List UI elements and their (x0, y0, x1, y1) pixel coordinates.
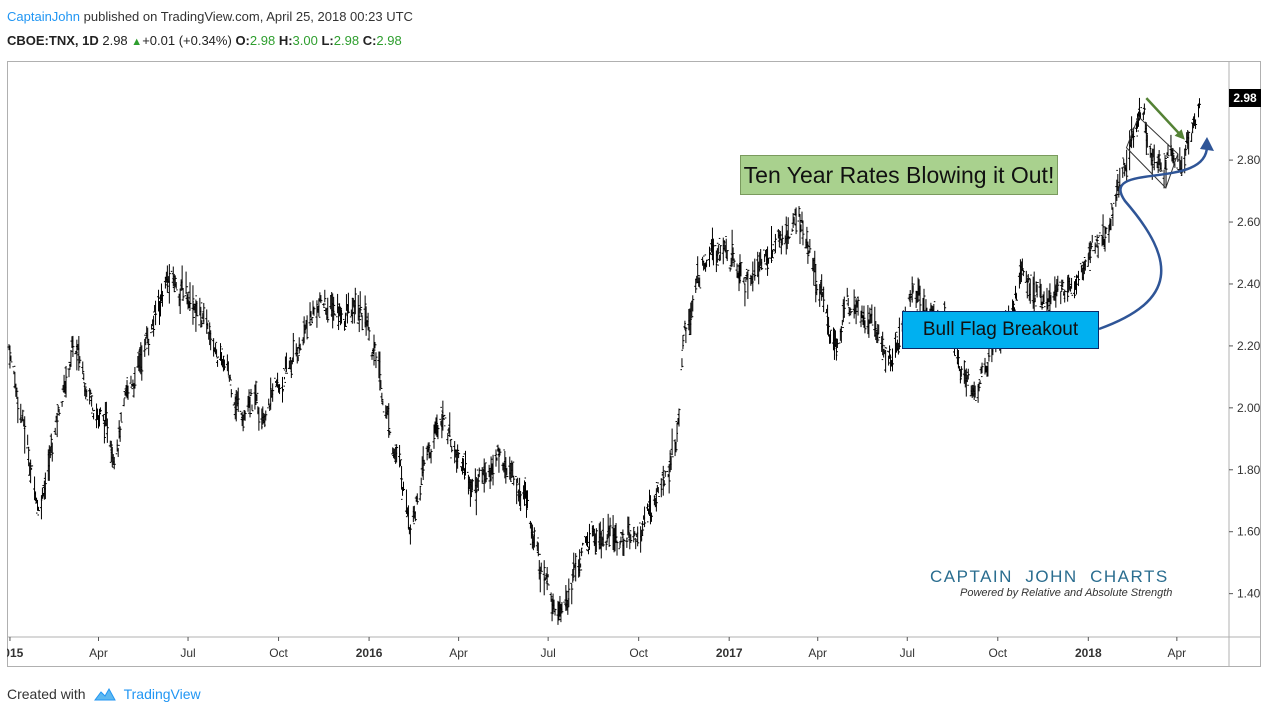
x-tick-label: Apr (1168, 646, 1187, 660)
publish-line: CaptainJohn published on TradingView.com… (7, 8, 413, 25)
x-tick-label: 2016 (356, 646, 383, 660)
brand-subtitle: Powered by Relative and Absolute Strengt… (960, 587, 1173, 599)
x-tick-label: 2015 (7, 646, 24, 660)
low-label: L: (321, 33, 334, 48)
open-value: 2.98 (249, 33, 276, 48)
blue-curve-arrow (1098, 145, 1209, 331)
y-tick-label: 2.40 (1237, 277, 1261, 291)
price-change: +0.01 (+0.34%) (142, 33, 232, 48)
chart-frame (7, 61, 1261, 667)
y-tick-label: 2.80 (1237, 153, 1261, 167)
green-arrow (1145, 97, 1182, 137)
up-triangle-icon: ▲ (131, 36, 143, 48)
high-label: H: (278, 33, 293, 48)
x-tick-label: Jul (900, 646, 915, 660)
low-value: 2.98 (333, 33, 360, 48)
created-with-label: Created with (7, 686, 86, 702)
tradingview-link[interactable]: TradingView (123, 686, 201, 702)
symbol-label[interactable]: CBOE:TNX, 1D (7, 33, 99, 48)
y-tick-label: 2.60 (1237, 215, 1261, 229)
tradingview-logo-icon[interactable] (93, 686, 116, 702)
y-tick-label: 2.20 (1237, 339, 1261, 353)
last-price: 2.98 (102, 33, 128, 48)
green-arrow-head (1174, 129, 1185, 140)
brand-title-part1: CAPTAIN (930, 567, 1013, 586)
brand-title-part3: CHARTS (1090, 567, 1169, 586)
bull-flag-callout: Bull Flag Breakout (902, 311, 1099, 349)
y-tick-label: 1.40 (1237, 587, 1261, 601)
y-tick-label: 1.60 (1237, 525, 1261, 539)
x-tick-label: 2017 (716, 646, 743, 660)
last-price-tag: 2.98 (1229, 89, 1261, 107)
x-tick-label: Jul (540, 646, 555, 660)
brand-watermark: CAPTAIN JOHN CHARTS Powered by Relative … (930, 567, 1188, 599)
brand-title: CAPTAIN JOHN CHARTS (930, 567, 1188, 587)
open-label: O: (235, 33, 250, 48)
x-tick-label: Oct (988, 646, 1007, 660)
headline-annotation: Ten Year Rates Blowing it Out! (740, 155, 1058, 195)
y-tick-label: 2.00 (1237, 401, 1261, 415)
x-tick-label: Oct (269, 646, 288, 660)
ohlc-line: CBOE:TNX, 1D 2.98 ▲+0.01 (+0.34%) O:2.98… (7, 32, 413, 51)
y-tick-label: 1.80 (1237, 463, 1261, 477)
x-tick-label: Apr (808, 646, 827, 660)
x-tick-label: Jul (180, 646, 195, 660)
bull-flag-channel (1125, 115, 1179, 189)
chart-header: CaptainJohn published on TradingView.com… (7, 8, 413, 51)
published-text: published on TradingView.com, April 25, … (83, 9, 413, 24)
author-link[interactable]: CaptainJohn (7, 9, 80, 24)
close-label: C: (362, 33, 377, 48)
blue-curve-arrow-head (1200, 137, 1214, 151)
brand-title-part2: JOHN (1025, 567, 1078, 586)
x-tick-label: Oct (629, 646, 648, 660)
x-tick-label: Apr (449, 646, 468, 660)
x-tick-label: Apr (89, 646, 108, 660)
price-chart[interactable]: 1.40 1.60 1.80 2.00 2.20 2.40 2.60 2.80 2015 Apr J… (7, 61, 1261, 667)
close-value: 2.98 (376, 33, 402, 48)
x-tick-label: 2018 (1075, 646, 1102, 660)
high-value: 3.00 (292, 33, 318, 48)
footer: Created with TradingView (7, 686, 201, 702)
